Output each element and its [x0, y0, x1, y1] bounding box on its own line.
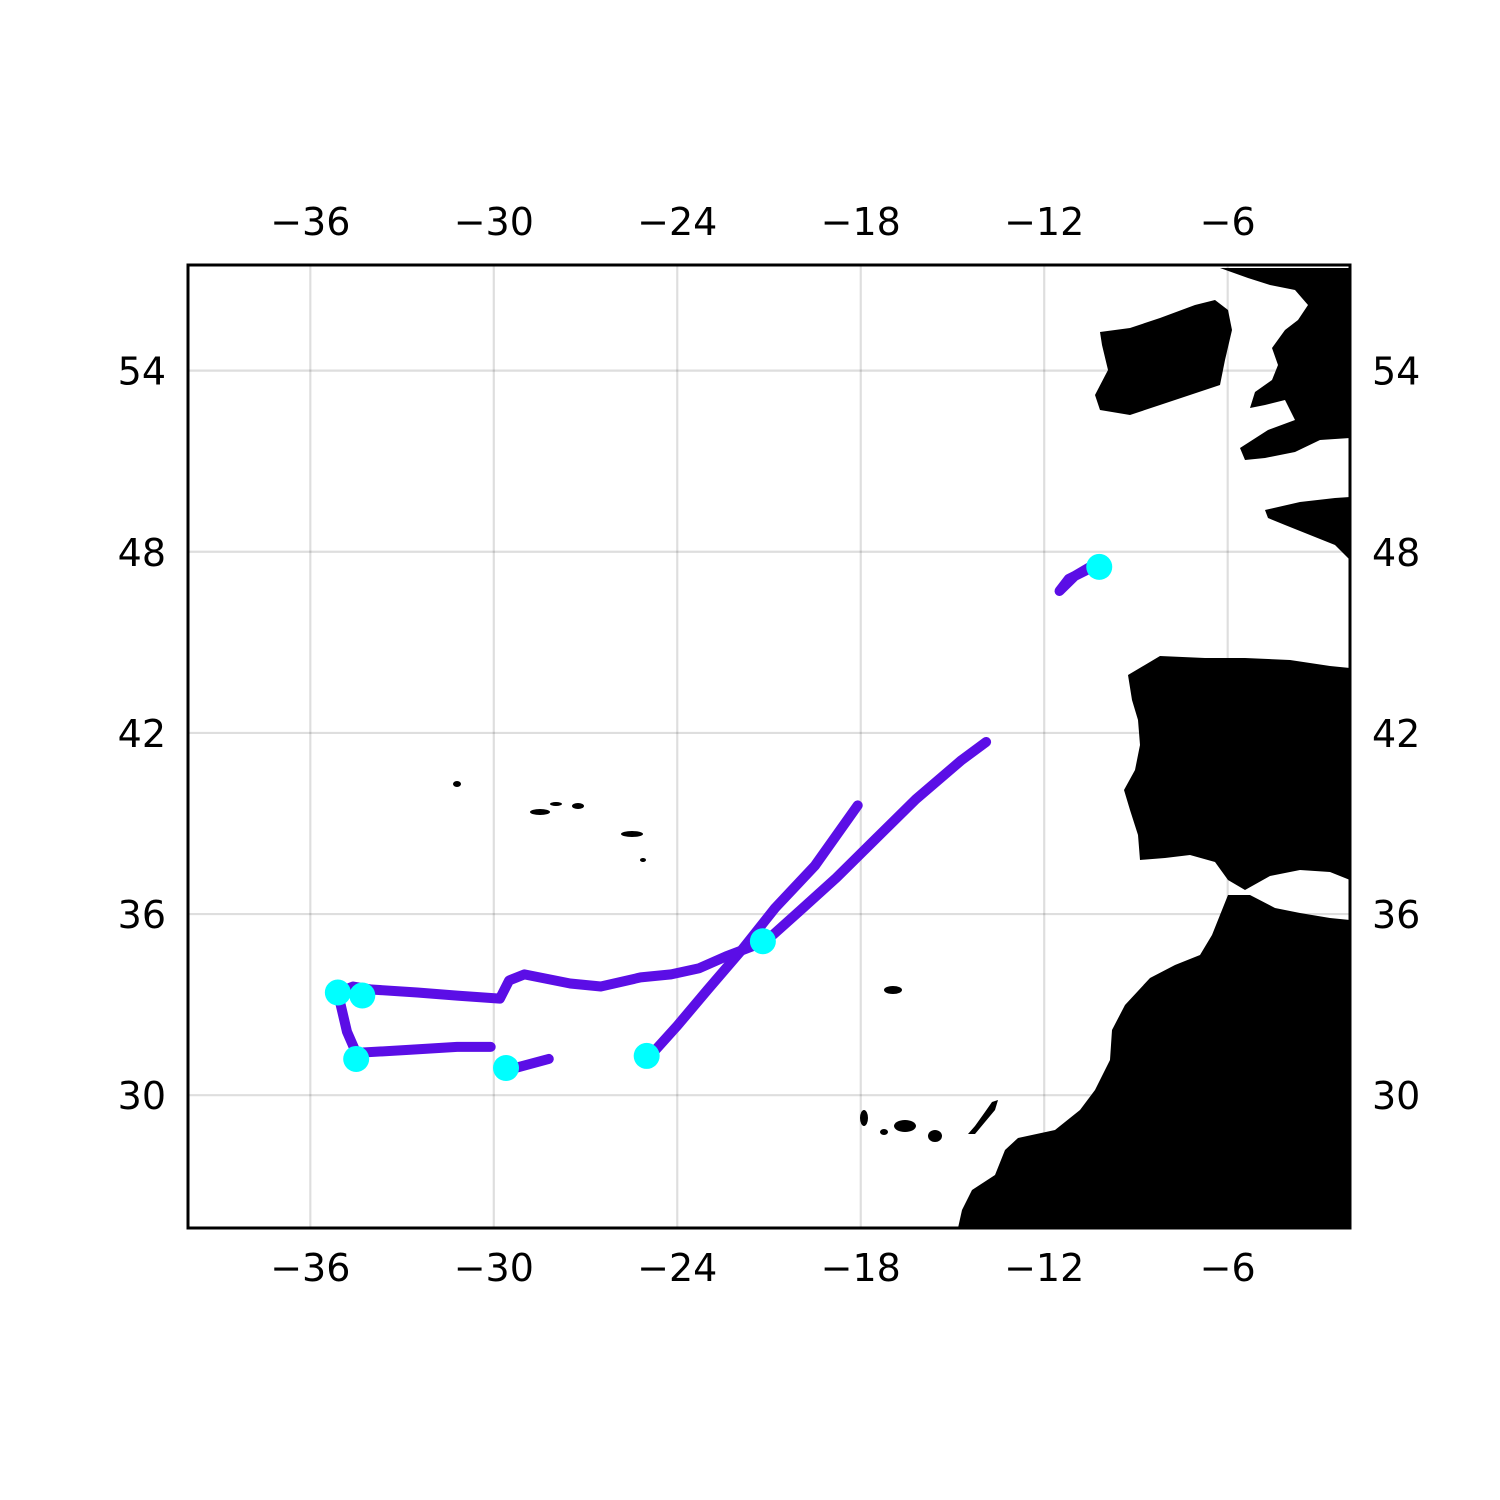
land-north-africa — [958, 895, 1350, 1228]
x-tick-label-top: −12 — [1004, 200, 1084, 244]
x-tick-label-bottom: −6 — [1200, 1246, 1256, 1290]
y-tick-label-right: 54 — [1372, 350, 1420, 394]
x-tick-label-bottom: −30 — [454, 1246, 534, 1290]
x-tick-label-bottom: −24 — [637, 1246, 717, 1290]
y-tick-label-right: 48 — [1372, 531, 1420, 575]
x-tick-label-top: −6 — [1200, 200, 1256, 244]
y-tick-label-left: 30 — [118, 1074, 166, 1118]
land-azores-terceira — [572, 803, 584, 809]
cruise-tracks — [332, 555, 1105, 1073]
land-azores-flores — [453, 781, 461, 787]
land-canary-gran-canaria — [928, 1130, 942, 1142]
y-tick-label-right: 36 — [1372, 893, 1420, 937]
station-marker — [493, 1055, 520, 1082]
land-iberia — [1124, 656, 1350, 890]
land-canary-tenerife — [894, 1120, 916, 1132]
cruise-track — [510, 1053, 554, 1073]
land-ireland — [1095, 300, 1232, 415]
station-marker — [324, 979, 351, 1006]
land-masses — [453, 268, 1350, 1228]
x-tick-label-top: −36 — [270, 200, 350, 244]
y-tick-label-left: 48 — [118, 531, 166, 575]
station-marker — [343, 1045, 370, 1072]
land-great-britain — [1220, 268, 1350, 460]
station-markers — [324, 553, 1113, 1082]
x-tick-label-bottom: −36 — [270, 1246, 350, 1290]
x-tick-label-top: −24 — [637, 200, 717, 244]
land-azores-faial — [530, 809, 550, 815]
x-tick-label-bottom: −18 — [821, 1246, 901, 1290]
station-marker — [1086, 553, 1113, 580]
land-madeira — [884, 986, 902, 994]
y-tick-label-left: 42 — [118, 712, 166, 756]
y-tick-label-right: 42 — [1372, 712, 1420, 756]
cruise-track — [647, 800, 863, 1058]
land-azores-pico — [550, 802, 562, 806]
tick-labels: −36 −36 −30 −30 −24 −24 −18 −18 −12 −12 −6 −6 30 30 36… — [118, 200, 1421, 1290]
map-frame — [186, 263, 1352, 1230]
land-canary-la-palma — [860, 1110, 868, 1126]
y-tick-label-left: 54 — [118, 350, 166, 394]
land-canary-fuerteventura — [968, 1100, 998, 1134]
x-tick-label-bottom: −12 — [1004, 1246, 1084, 1290]
land-azores-santa-maria — [640, 858, 646, 862]
y-tick-label-right: 30 — [1372, 1074, 1420, 1118]
cruise-track — [760, 737, 992, 947]
y-tick-label-left: 36 — [118, 893, 166, 937]
station-marker — [633, 1042, 660, 1069]
cruise-track — [332, 936, 771, 1058]
station-marker — [749, 928, 776, 955]
land-canary-la-gomera — [880, 1129, 888, 1135]
land-brittany — [1265, 497, 1350, 560]
station-marker — [349, 982, 376, 1009]
x-tick-label-top: −30 — [454, 200, 534, 244]
land-azores-sao-miguel — [621, 831, 643, 837]
x-tick-label-top: −18 — [821, 200, 901, 244]
